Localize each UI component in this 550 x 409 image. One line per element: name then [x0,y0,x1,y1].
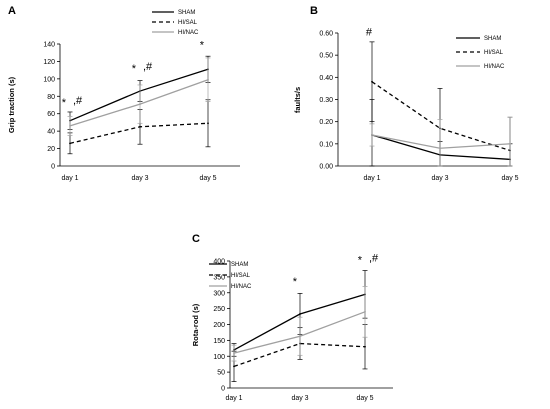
series-hi-sal [369,41,513,167]
y-tick-label: 400 [213,259,225,266]
panel-letter: C [192,233,200,245]
data-point [139,103,141,106]
y-tick-label: 0.00 [319,164,333,171]
data-point [299,313,301,315]
y-tick-label: 300 [213,290,225,297]
legend-label: HI/SAL [178,20,198,26]
series-line [233,293,366,351]
significance-marker: * [358,254,363,266]
y-tick-label: 120 [43,59,55,66]
legend-label: HI/NAC [178,30,199,36]
significance-marker: * [62,97,67,109]
y-tick-label: 140 [43,42,55,49]
legend: SHAM HI/SAL HI/NAC [456,36,505,70]
panel-letter: B [310,5,318,17]
x-tick-label: day 5 [356,395,373,402]
y-tick-label: 100 [43,76,55,83]
y-tick-label: 20 [47,146,55,153]
x-tick-label: day 5 [501,175,518,182]
y-tick-label: 40 [47,129,55,136]
y-tick-label: 0 [221,386,225,393]
y-tick-label: 150 [213,338,225,345]
y-axis-title: Grip traction (s) [7,76,16,133]
series-line [371,81,511,152]
y-tick-label: 0.40 [319,75,333,82]
data-point [509,142,511,145]
y-tick-label: 50 [217,370,225,377]
y-tick-label: 0 [51,164,55,171]
series-hi-nac [369,116,513,167]
chart-panel-a: A 0 20 40 60 80 100 120 140 day 1 day 3 day 5 Grip t… [7,5,240,182]
series-hi-sal [67,99,211,155]
series-sham [369,99,513,167]
legend-label: HI/NAC [231,284,252,290]
chart-panel-b: B 0.00 0.10 0.20 0.30 0.40 0.50 0.60 day 1 day 3 d… [293,5,519,182]
data-point [299,335,301,338]
x-tick-label: day 3 [131,175,148,182]
significance-marker: * [293,276,298,288]
series-line [69,122,209,144]
data-point [139,125,141,128]
significance-marker: * [132,63,137,75]
x-tick-label: day 3 [291,395,308,402]
data-point [371,80,373,83]
legend: SHAM HI/SAL HI/NAC [209,262,252,290]
series-line [233,342,366,368]
series-hi-sal [231,324,368,382]
y-tick-label: 0.10 [319,141,333,148]
significance-marker: ,# [73,95,83,107]
legend-label: HI/SAL [231,273,251,279]
data-point [364,345,366,348]
data-point [233,352,235,354]
series-line [69,79,209,127]
x-tick-label: day 1 [225,395,242,402]
x-tick-label: day 3 [431,175,448,182]
legend: SHAM HI/SAL HI/NAC [152,10,199,36]
y-tick-label: 0.30 [319,97,333,104]
significance-marker: * [200,39,205,51]
y-tick-label: 0.60 [319,31,333,38]
x-tick-label: day 1 [61,175,78,182]
y-tick-label: 200 [213,322,225,329]
y-tick-label: 0.50 [319,53,333,60]
data-point [69,142,71,145]
data-point [364,310,366,313]
data-point [207,78,209,81]
x-tick-label: day 1 [363,175,380,182]
data-point [371,134,373,136]
data-point [207,122,209,125]
series-hi-nac [231,286,368,362]
data-point [439,147,441,150]
data-point [69,125,71,127]
chart-panel-c: C 0 50 100 150 200 250 300 350 400 day 1 day 3 day 5… [191,233,393,402]
data-point [233,365,235,368]
panel-letter: A [8,5,16,17]
significance-marker: # [366,27,373,39]
series-hi-nac [67,57,211,136]
legend-label: HI/NAC [484,64,505,70]
y-tick-label: 250 [213,306,225,313]
significance-marker: ,# [143,61,153,73]
significance-marker: ,# [369,252,379,264]
y-axis-title: Rota-rod (s) [191,303,200,346]
legend-label: SHAM [484,36,501,42]
y-axis-title: faults/s [293,87,302,113]
y-tick-label: 60 [47,111,55,118]
y-tick-label: 80 [47,94,55,101]
series-sham [67,55,211,130]
y-tick-label: 100 [213,354,225,361]
legend-label: SHAM [231,262,248,268]
y-tick-label: 0.20 [319,119,333,126]
series-line [233,311,366,354]
series-line [69,68,209,122]
y-tick-label: 350 [213,274,225,281]
legend-label: HI/SAL [484,50,504,56]
legend-label: SHAM [178,10,195,16]
x-tick-label: day 5 [199,175,216,182]
